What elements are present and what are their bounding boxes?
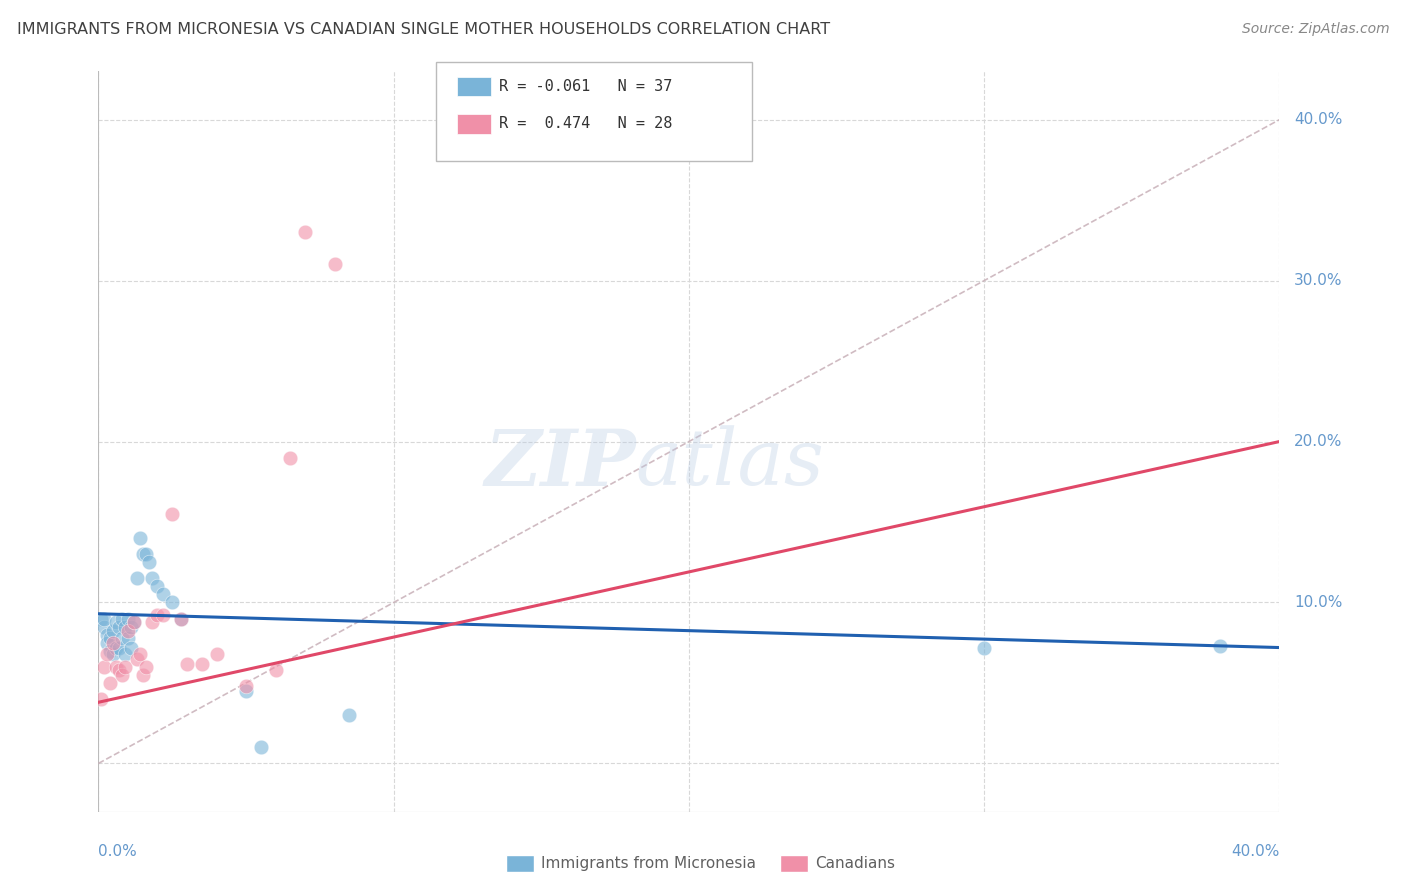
Point bbox=[98, 644, 121, 658]
Point bbox=[146, 608, 169, 623]
Point bbox=[120, 619, 142, 633]
Text: 10.0%: 10.0% bbox=[1294, 595, 1343, 610]
Text: Immigrants from Micronesia: Immigrants from Micronesia bbox=[541, 856, 756, 871]
Point bbox=[141, 615, 163, 629]
Point bbox=[152, 608, 174, 623]
Point bbox=[117, 611, 139, 625]
Point bbox=[170, 611, 193, 625]
Point bbox=[103, 624, 125, 639]
Point bbox=[141, 571, 163, 585]
Point bbox=[105, 640, 128, 655]
Point bbox=[973, 640, 995, 655]
Point bbox=[108, 619, 131, 633]
Point bbox=[105, 660, 128, 674]
Point bbox=[128, 647, 150, 661]
Point bbox=[114, 660, 136, 674]
Text: 40.0%: 40.0% bbox=[1232, 844, 1279, 859]
Point bbox=[264, 663, 287, 677]
Point bbox=[250, 740, 273, 755]
Text: Source: ZipAtlas.com: Source: ZipAtlas.com bbox=[1241, 22, 1389, 37]
Point bbox=[132, 668, 155, 682]
Point bbox=[114, 647, 136, 661]
Point bbox=[1209, 639, 1232, 653]
Point bbox=[235, 679, 257, 693]
Point bbox=[98, 631, 121, 645]
Point bbox=[162, 595, 183, 609]
Point bbox=[128, 531, 150, 545]
Text: ZIP: ZIP bbox=[484, 425, 636, 502]
Text: Canadians: Canadians bbox=[815, 856, 896, 871]
Point bbox=[96, 628, 118, 642]
Text: R = -0.061   N = 37: R = -0.061 N = 37 bbox=[499, 79, 672, 94]
Text: IMMIGRANTS FROM MICRONESIA VS CANADIAN SINGLE MOTHER HOUSEHOLDS CORRELATION CHAR: IMMIGRANTS FROM MICRONESIA VS CANADIAN S… bbox=[17, 22, 830, 37]
Point bbox=[108, 640, 131, 655]
Point bbox=[337, 708, 360, 723]
Point bbox=[105, 615, 128, 629]
Point bbox=[125, 652, 148, 666]
Point bbox=[114, 619, 136, 633]
Point bbox=[111, 631, 134, 645]
Point bbox=[93, 619, 115, 633]
Point bbox=[152, 587, 174, 601]
Text: R =  0.474   N = 28: R = 0.474 N = 28 bbox=[499, 117, 672, 131]
Text: 30.0%: 30.0% bbox=[1294, 273, 1343, 288]
Point bbox=[132, 547, 155, 561]
Point bbox=[98, 676, 121, 690]
Point bbox=[117, 624, 139, 639]
Point bbox=[162, 507, 183, 521]
Point bbox=[108, 663, 131, 677]
Point bbox=[96, 636, 118, 650]
Point bbox=[135, 547, 157, 561]
Point bbox=[120, 640, 142, 655]
Point bbox=[93, 660, 115, 674]
Point bbox=[111, 668, 134, 682]
Point bbox=[90, 692, 112, 706]
Point bbox=[103, 636, 125, 650]
Point bbox=[146, 579, 169, 593]
Point bbox=[135, 660, 157, 674]
Text: 20.0%: 20.0% bbox=[1294, 434, 1343, 449]
Text: 40.0%: 40.0% bbox=[1294, 112, 1343, 128]
Point bbox=[323, 258, 346, 272]
Text: atlas: atlas bbox=[636, 425, 824, 502]
Text: 0.0%: 0.0% bbox=[98, 844, 138, 859]
Point bbox=[103, 647, 125, 661]
Point bbox=[96, 647, 118, 661]
Point bbox=[235, 684, 257, 698]
Point bbox=[122, 615, 145, 629]
Point bbox=[191, 657, 214, 671]
Point bbox=[294, 225, 316, 239]
Point bbox=[278, 450, 302, 465]
Point bbox=[138, 555, 160, 569]
Point bbox=[125, 571, 148, 585]
Point bbox=[122, 615, 145, 629]
Point bbox=[117, 631, 139, 645]
Point bbox=[111, 611, 134, 625]
Point bbox=[93, 611, 115, 625]
Point bbox=[205, 647, 228, 661]
Point bbox=[170, 611, 193, 625]
Point bbox=[176, 657, 198, 671]
Point bbox=[90, 611, 112, 625]
